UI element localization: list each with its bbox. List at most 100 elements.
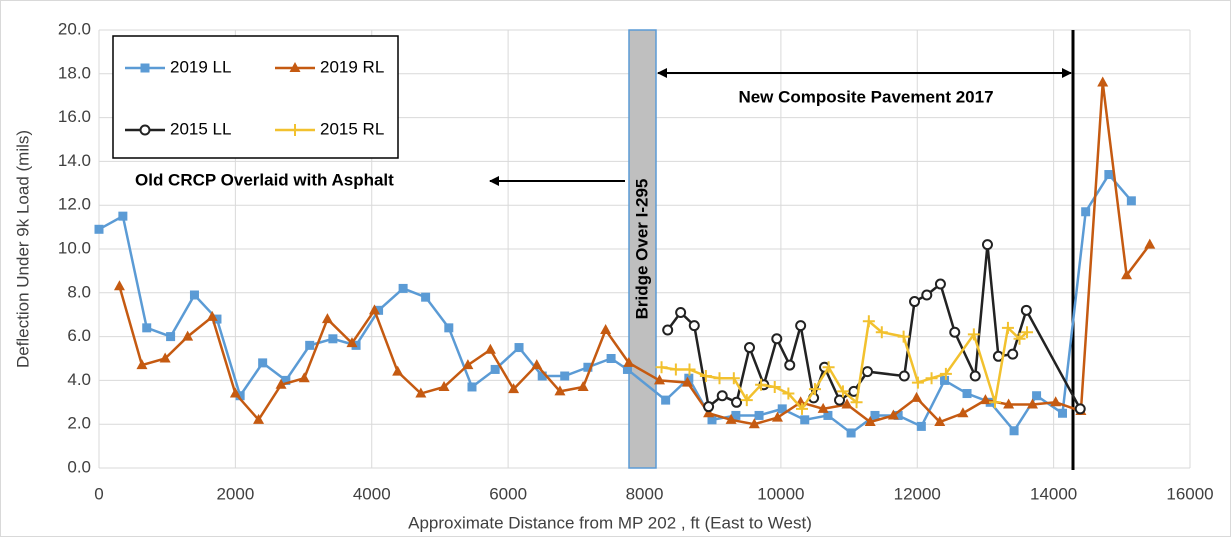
marker [182, 330, 194, 341]
y-tick-label: 20.0 [58, 19, 91, 38]
marker [275, 378, 287, 389]
marker [623, 356, 635, 367]
marker [94, 224, 104, 234]
marker [368, 304, 380, 315]
marker [969, 370, 981, 382]
marker [328, 334, 338, 344]
marker [206, 310, 218, 321]
marker [490, 364, 500, 374]
marker [1001, 321, 1014, 334]
marker [675, 307, 687, 319]
bridge-box [628, 29, 657, 469]
marker [142, 323, 152, 333]
y-tick-label: 14.0 [58, 151, 91, 170]
marker [189, 290, 199, 300]
marker [771, 411, 783, 422]
marker [438, 380, 450, 391]
marker [795, 320, 807, 332]
marker [754, 410, 764, 420]
y-tick-label: 8.0 [67, 282, 91, 301]
marker [258, 358, 268, 368]
marker [897, 330, 910, 343]
marker [703, 401, 715, 413]
y-tick-label: 12.0 [58, 195, 91, 214]
marker [934, 278, 946, 290]
marker [862, 315, 875, 328]
marker [1097, 76, 1109, 87]
marker [777, 404, 787, 414]
marker [1003, 398, 1015, 409]
marker [661, 395, 671, 405]
y-tick-label: 2.0 [67, 414, 91, 433]
marker [1032, 391, 1042, 401]
marker [823, 410, 833, 420]
marker [688, 320, 700, 332]
marker [1013, 332, 1026, 345]
marker [1050, 396, 1062, 407]
y-tick-label: 18.0 [58, 63, 91, 82]
legend-label: 2019 LL [170, 57, 231, 76]
marker [166, 332, 176, 342]
legend-label: 2015 RL [320, 119, 384, 138]
marker [1057, 408, 1067, 418]
marker [979, 394, 991, 405]
marker [916, 421, 926, 431]
marker [346, 337, 358, 348]
marker [967, 328, 980, 341]
marker [725, 413, 737, 424]
marker [834, 394, 846, 406]
marker [305, 340, 315, 350]
marker [421, 292, 431, 302]
marker [462, 359, 474, 370]
marker [289, 62, 301, 72]
marker [850, 396, 863, 409]
marker [768, 380, 781, 393]
y-tick-label: 16.0 [58, 107, 91, 126]
marker [841, 398, 853, 409]
marker [949, 326, 961, 338]
marker [748, 418, 760, 429]
marker [159, 352, 171, 363]
marker [861, 366, 873, 378]
marker [554, 385, 566, 396]
marker [898, 370, 910, 382]
marker [113, 280, 125, 291]
marker [1009, 426, 1019, 436]
marker [713, 372, 726, 385]
marker [817, 402, 829, 413]
marker [1126, 196, 1136, 206]
x-tick-label: 8000 [626, 484, 664, 503]
marker [887, 409, 899, 420]
marker [771, 333, 783, 345]
annotation: Old CRCP Overlaid with Asphalt [135, 170, 394, 189]
marker [911, 376, 924, 389]
marker [560, 371, 570, 381]
marker [744, 342, 756, 354]
marker [1007, 348, 1019, 360]
marker [683, 363, 696, 376]
marker [962, 389, 972, 399]
marker [622, 364, 632, 374]
marker [988, 396, 1001, 409]
marker [822, 361, 835, 374]
x-tick-label: 4000 [353, 484, 391, 503]
x-tick-label: 10000 [757, 484, 804, 503]
x-tick-label: 0 [94, 484, 103, 503]
marker [740, 394, 753, 407]
legend-label: 2015 LL [170, 119, 231, 138]
marker [864, 416, 876, 427]
marker [444, 323, 454, 333]
marker [1020, 304, 1032, 316]
marker [537, 371, 547, 381]
marker [484, 343, 496, 354]
legend-label: 2019 RL [320, 57, 384, 76]
marker [934, 416, 946, 427]
marker [654, 374, 666, 385]
marker [939, 367, 952, 380]
marker [981, 239, 993, 251]
marker [212, 314, 222, 324]
y-tick-label: 10.0 [58, 238, 91, 257]
y-axis-title: Deflection Under 9k Load (mils) [13, 130, 32, 368]
marker [531, 359, 543, 370]
